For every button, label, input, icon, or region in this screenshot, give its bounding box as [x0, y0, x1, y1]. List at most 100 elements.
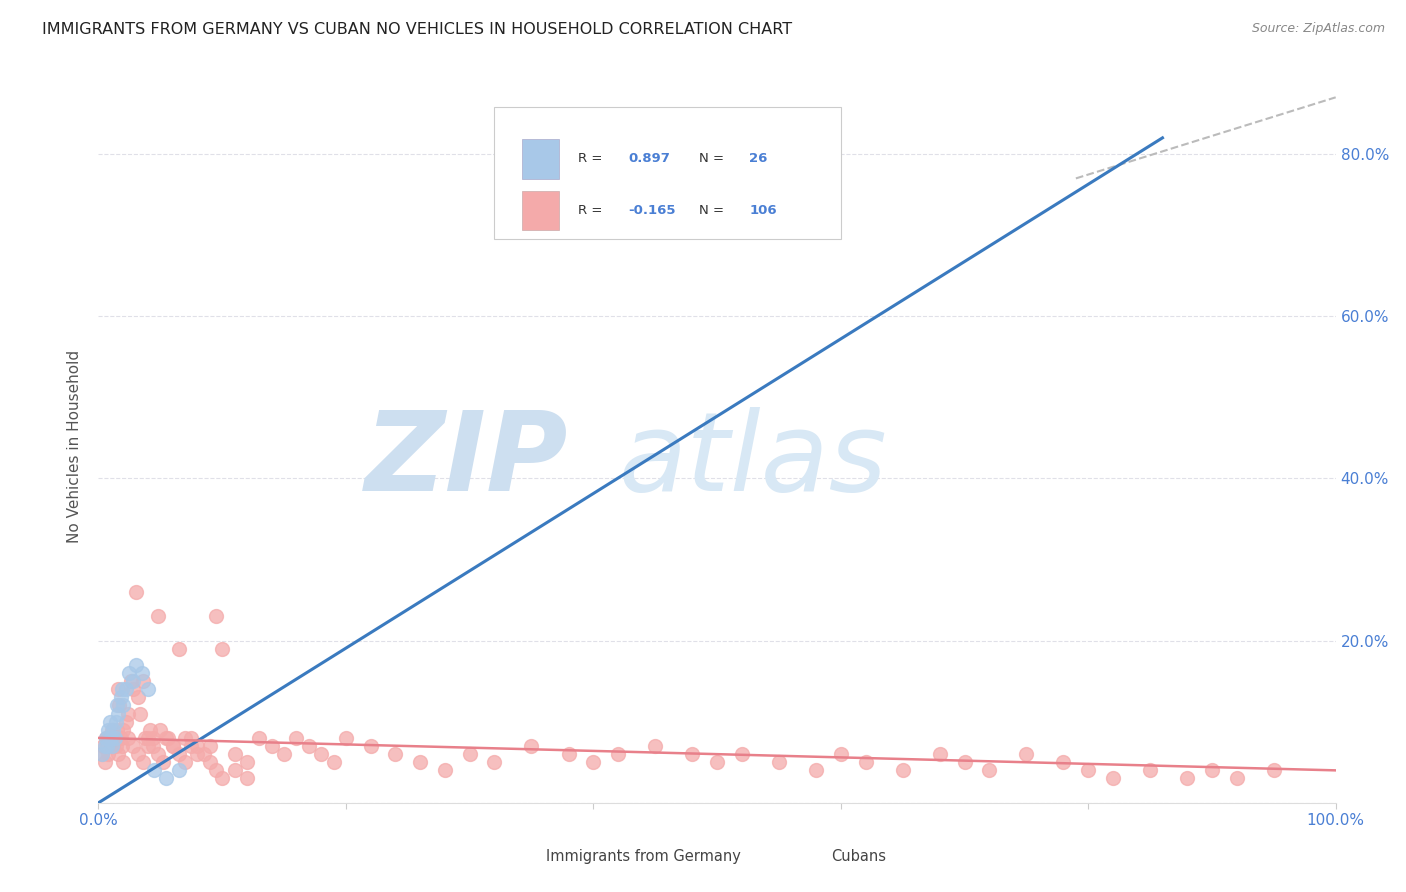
Point [91, 747, 114, 761]
Point [174, 731, 197, 745]
Point [127, 747, 149, 761]
Point [146, 609, 169, 624]
Point [205, 764, 228, 778]
Point [335, 731, 357, 745]
Point [273, 747, 295, 761]
Point [322, 756, 344, 770]
Point [162, 739, 184, 753]
Point [111, 682, 134, 697]
Point [1226, 772, 1249, 786]
Point [285, 731, 308, 745]
Point [107, 706, 129, 721]
Point [98, 714, 121, 729]
Point [211, 641, 233, 656]
Point [309, 747, 332, 761]
Point [108, 698, 131, 713]
Point [103, 739, 125, 753]
Point [979, 764, 1001, 778]
Point [94, 731, 117, 745]
Point [155, 731, 177, 745]
Point [124, 657, 146, 672]
Point [607, 747, 630, 761]
Point [186, 747, 208, 761]
Point [484, 756, 506, 770]
Point [117, 706, 139, 721]
Point [96, 739, 118, 753]
Point [409, 756, 432, 770]
Point [136, 739, 159, 753]
Text: R =: R = [578, 153, 607, 165]
Point [114, 682, 136, 697]
Point [180, 739, 202, 753]
Point [143, 764, 166, 778]
Point [142, 731, 165, 745]
Point [1102, 772, 1125, 786]
Point [152, 756, 174, 770]
Point [97, 747, 120, 761]
Point [111, 739, 134, 753]
FancyBboxPatch shape [522, 191, 558, 230]
Point [928, 747, 950, 761]
Point [105, 723, 128, 737]
Point [114, 714, 136, 729]
Point [94, 731, 117, 745]
Point [1201, 764, 1223, 778]
Point [96, 739, 118, 753]
Point [211, 772, 233, 786]
Point [142, 739, 165, 753]
Text: Cubans: Cubans [831, 849, 886, 863]
Point [132, 674, 155, 689]
Point [1077, 764, 1099, 778]
Point [112, 756, 135, 770]
Point [193, 747, 215, 761]
Point [103, 723, 125, 737]
Point [706, 756, 728, 770]
Point [236, 772, 259, 786]
Point [146, 747, 169, 761]
Point [298, 739, 321, 753]
Point [149, 723, 172, 737]
Point [100, 739, 122, 753]
Point [198, 756, 221, 770]
Text: R =: R = [578, 204, 607, 218]
Point [134, 731, 156, 745]
Point [118, 666, 141, 681]
FancyBboxPatch shape [522, 139, 558, 178]
Point [139, 723, 162, 737]
Point [224, 764, 246, 778]
FancyBboxPatch shape [495, 107, 841, 239]
Point [162, 739, 184, 753]
Point [1139, 764, 1161, 778]
Point [644, 739, 666, 753]
Point [117, 731, 139, 745]
Point [1175, 772, 1198, 786]
Point [98, 731, 121, 745]
Text: ZIP: ZIP [366, 407, 568, 514]
Point [236, 756, 259, 770]
Point [112, 723, 135, 737]
Point [91, 747, 114, 761]
Point [180, 731, 202, 745]
Point [186, 739, 208, 753]
Point [167, 764, 190, 778]
Point [167, 747, 190, 761]
Point [136, 682, 159, 697]
Point [384, 747, 406, 761]
Text: 26: 26 [749, 153, 768, 165]
FancyBboxPatch shape [495, 842, 531, 871]
Point [97, 723, 120, 737]
Point [855, 756, 877, 770]
Point [198, 739, 221, 753]
Text: N =: N = [699, 153, 728, 165]
Point [132, 756, 155, 770]
Point [247, 731, 270, 745]
FancyBboxPatch shape [779, 842, 815, 871]
Text: N =: N = [699, 204, 728, 218]
Point [681, 747, 703, 761]
Point [97, 731, 120, 745]
Point [360, 739, 382, 753]
Point [1263, 764, 1285, 778]
Point [107, 682, 129, 697]
Text: -0.165: -0.165 [628, 204, 675, 218]
Text: 106: 106 [749, 204, 778, 218]
